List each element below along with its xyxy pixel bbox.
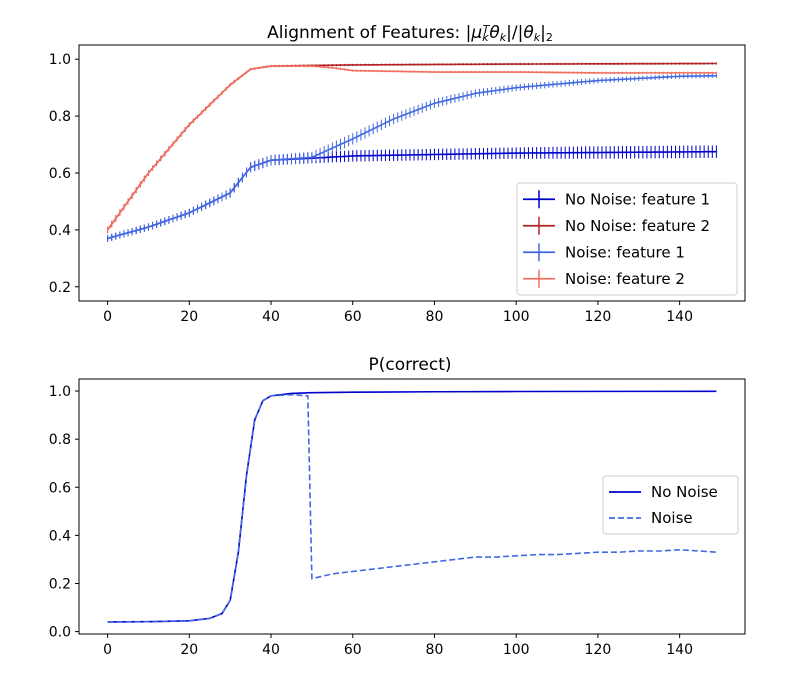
legend-label: Noise: feature 1 bbox=[565, 243, 685, 261]
y-tick-label: 0.6 bbox=[49, 480, 71, 496]
legend-item: No Noise: feature 1 bbox=[523, 190, 710, 209]
legend-item: No Noise: feature 2 bbox=[523, 216, 710, 235]
y-tick-label: 1.0 bbox=[49, 52, 71, 68]
series-2 bbox=[107, 393, 717, 623]
x-tick-label: 100 bbox=[503, 309, 530, 325]
legend-item: No Noise bbox=[609, 483, 718, 501]
y-tick-label: 0.2 bbox=[49, 280, 71, 296]
legend-label: No Noise: feature 2 bbox=[565, 217, 710, 235]
legend-box bbox=[602, 475, 739, 535]
x-tick-label: 140 bbox=[666, 642, 693, 658]
x-tick-label: 40 bbox=[262, 309, 280, 325]
legend-label: Noise bbox=[651, 509, 693, 527]
y-tick-label: 0.0 bbox=[49, 625, 71, 641]
x-tick-label: 40 bbox=[262, 642, 280, 658]
series-line bbox=[107, 393, 717, 623]
y-tick-label: 0.8 bbox=[49, 109, 71, 125]
x-tick-label: 0 bbox=[103, 309, 112, 325]
series-line bbox=[106, 65, 717, 231]
alignment-chart-title: Alignment of Features: |μkTθk|/|θk|2 bbox=[267, 23, 553, 44]
series-line bbox=[107, 74, 717, 240]
x-tick-label: 80 bbox=[426, 309, 444, 325]
y-tick-label: 0.2 bbox=[49, 576, 71, 592]
x-tick-label: 140 bbox=[666, 309, 693, 325]
p-correct-plot-area: 0 20 40 60 80 100 120 140 0.0 0.2 0.4 0.6 0.8 1.0 bbox=[49, 378, 746, 658]
alignment-plot-area: 0 20 40 60 80 100 120 140 0.2 0.4 0.6 0.8 1.0 bbox=[49, 44, 746, 325]
x-tick-label: 20 bbox=[180, 309, 198, 325]
y-tick-label: 1.0 bbox=[49, 384, 71, 400]
axes-frame bbox=[78, 378, 746, 635]
x-tick-label: 100 bbox=[503, 642, 530, 658]
y-tick-label: 0.4 bbox=[49, 528, 71, 544]
series-3 bbox=[107, 73, 717, 242]
x-tick-label: 60 bbox=[344, 642, 362, 658]
p-correct-chart: P(correct) 0 20 40 60 80 100 120 140 0.0 0.2 0.4 0.… bbox=[49, 355, 746, 658]
legend-item: Noise: feature 2 bbox=[523, 269, 685, 288]
y-tick-label: 0.8 bbox=[49, 432, 71, 448]
x-tick-label: 60 bbox=[344, 309, 362, 325]
alignment-legend: No Noise: feature 1 No Noise: feature 2 No… bbox=[516, 182, 738, 296]
x-tick-label: 120 bbox=[585, 642, 612, 658]
legend-label: Noise: feature 2 bbox=[565, 270, 685, 288]
series-4 bbox=[106, 64, 717, 234]
x-tick-label: 0 bbox=[103, 642, 112, 658]
x-tick-label: 20 bbox=[180, 642, 198, 658]
legend-label: No Noise: feature 1 bbox=[565, 190, 710, 208]
p-correct-legend: No Noise Noise bbox=[602, 475, 739, 535]
y-tick-label: 0.6 bbox=[49, 166, 71, 182]
x-tick-label: 120 bbox=[585, 309, 612, 325]
p-correct-chart-title: P(correct) bbox=[368, 355, 451, 375]
legend-label: No Noise bbox=[651, 483, 718, 501]
legend-item: Noise: feature 1 bbox=[523, 243, 685, 262]
legend-box bbox=[516, 182, 738, 296]
alignment-chart: Alignment of Features: |μkTθk|/|θk|2 0 20… bbox=[49, 23, 746, 325]
x-tick-label: 80 bbox=[426, 642, 444, 658]
y-tick-label: 0.4 bbox=[49, 223, 71, 239]
legend-item: Noise bbox=[609, 509, 693, 527]
